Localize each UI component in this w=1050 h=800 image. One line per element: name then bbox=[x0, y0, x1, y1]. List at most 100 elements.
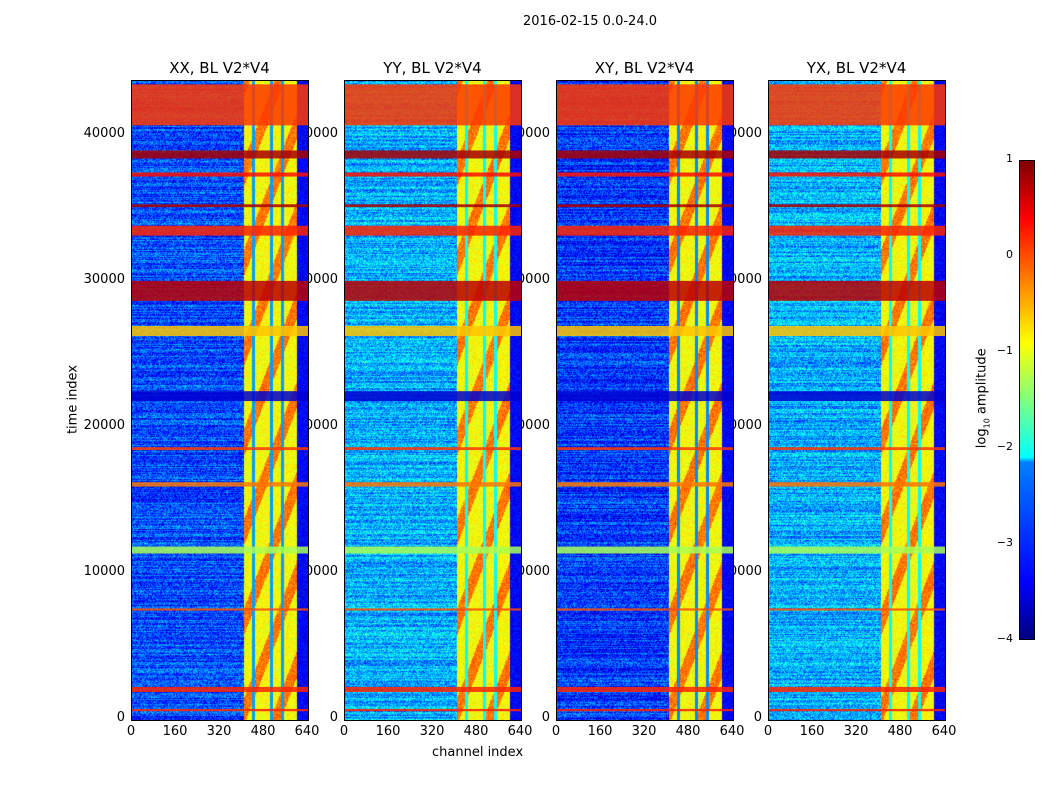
x-tick-label: 480 bbox=[250, 724, 276, 739]
time-band bbox=[557, 280, 733, 301]
time-band bbox=[769, 482, 945, 487]
time-band bbox=[132, 225, 308, 236]
x-tick-label: 320 bbox=[843, 724, 869, 739]
y-tick-label: 0 bbox=[541, 710, 550, 725]
band-overlay bbox=[769, 84, 945, 712]
y-tick-label: 10000 bbox=[83, 564, 125, 580]
time-band bbox=[132, 280, 308, 301]
colorbar-tick-label: −1 bbox=[996, 344, 1013, 357]
time-band bbox=[557, 225, 733, 236]
time-band bbox=[769, 608, 945, 611]
time-band bbox=[345, 708, 521, 712]
time-band bbox=[345, 608, 521, 611]
time-band bbox=[557, 482, 733, 487]
time-band bbox=[345, 686, 521, 692]
colorbar-tick-label: 0 bbox=[1006, 248, 1013, 261]
y-axis-label: time index bbox=[65, 364, 81, 435]
time-band bbox=[557, 150, 733, 159]
x-tick-label: 480 bbox=[463, 724, 489, 739]
time-band bbox=[132, 84, 308, 126]
time-band bbox=[132, 172, 308, 177]
y-tick-label: 40000 bbox=[83, 126, 125, 142]
x-tick-label: 640 bbox=[507, 724, 533, 739]
time-band bbox=[769, 84, 945, 126]
time-band bbox=[769, 325, 945, 337]
x-tick-label: 0 bbox=[126, 724, 136, 739]
y-tick-label: 0 bbox=[116, 710, 125, 725]
time-band bbox=[769, 172, 945, 177]
time-band bbox=[557, 391, 733, 402]
x-tick-label: 640 bbox=[931, 724, 957, 739]
time-band bbox=[557, 608, 733, 611]
y-tick-label: 30000 bbox=[83, 272, 125, 288]
x-axis-label: channel index bbox=[432, 745, 524, 760]
x-tick-label: 160 bbox=[587, 724, 613, 739]
time-band bbox=[132, 325, 308, 337]
time-band bbox=[345, 325, 521, 337]
x-tick-label: 480 bbox=[675, 724, 701, 739]
x-tick-label: 0 bbox=[339, 724, 349, 739]
y-tick-label: 0 bbox=[329, 710, 338, 725]
x-tick-label: 320 bbox=[631, 724, 657, 739]
time-band bbox=[132, 686, 308, 692]
time-band bbox=[769, 447, 945, 451]
time-band bbox=[345, 150, 521, 159]
time-band bbox=[557, 172, 733, 177]
time-band bbox=[557, 325, 733, 337]
band-overlay bbox=[132, 84, 308, 712]
colorbar-label: log10 amplitude bbox=[974, 348, 992, 449]
x-tick-label: 160 bbox=[799, 724, 825, 739]
time-band bbox=[345, 225, 521, 236]
time-band bbox=[557, 686, 733, 692]
panel-title: YY, BL V2*V4 bbox=[383, 59, 482, 77]
colorbar-tick-label: −3 bbox=[996, 536, 1013, 549]
colorbar-tick-label: −4 bbox=[996, 632, 1013, 645]
time-band bbox=[132, 608, 308, 611]
x-tick-label: 640 bbox=[719, 724, 745, 739]
time-band bbox=[345, 482, 521, 487]
time-band bbox=[132, 546, 308, 554]
x-tick-label: 160 bbox=[375, 724, 401, 739]
y-tick-label: 0 bbox=[753, 710, 762, 725]
time-band bbox=[132, 447, 308, 451]
x-tick-label: 0 bbox=[763, 724, 773, 739]
band-overlay bbox=[557, 84, 733, 712]
heatmap-panel bbox=[768, 80, 946, 721]
time-band bbox=[557, 84, 733, 126]
x-tick-label: 320 bbox=[419, 724, 445, 739]
time-band bbox=[557, 546, 733, 554]
time-band bbox=[769, 280, 945, 301]
x-tick-label: 480 bbox=[887, 724, 913, 739]
time-band bbox=[345, 84, 521, 126]
panel-title: XY, BL V2*V4 bbox=[594, 59, 695, 77]
time-band bbox=[769, 204, 945, 208]
time-band bbox=[345, 546, 521, 554]
time-band bbox=[557, 447, 733, 451]
x-tick-label: 320 bbox=[206, 724, 232, 739]
x-tick-label: 640 bbox=[294, 724, 320, 739]
time-band bbox=[769, 225, 945, 236]
time-band bbox=[345, 280, 521, 301]
time-band bbox=[345, 204, 521, 208]
time-band bbox=[132, 482, 308, 487]
time-band bbox=[132, 391, 308, 402]
y-tick-label: 20000 bbox=[83, 418, 125, 434]
x-tick-label: 160 bbox=[162, 724, 188, 739]
colorbar bbox=[1019, 160, 1035, 640]
time-band bbox=[769, 150, 945, 159]
x-tick-label: 0 bbox=[551, 724, 561, 739]
time-band bbox=[557, 204, 733, 208]
time-band bbox=[132, 204, 308, 208]
time-band bbox=[345, 172, 521, 177]
time-band bbox=[769, 546, 945, 554]
panel-title: XX, BL V2*V4 bbox=[169, 59, 270, 77]
colorbar-tick-label: −2 bbox=[996, 440, 1013, 453]
time-band bbox=[769, 708, 945, 712]
time-band bbox=[345, 447, 521, 451]
time-band bbox=[132, 150, 308, 159]
time-band bbox=[769, 686, 945, 692]
heatmap-panel bbox=[131, 80, 309, 721]
band-overlay bbox=[345, 84, 521, 712]
time-band bbox=[132, 708, 308, 712]
